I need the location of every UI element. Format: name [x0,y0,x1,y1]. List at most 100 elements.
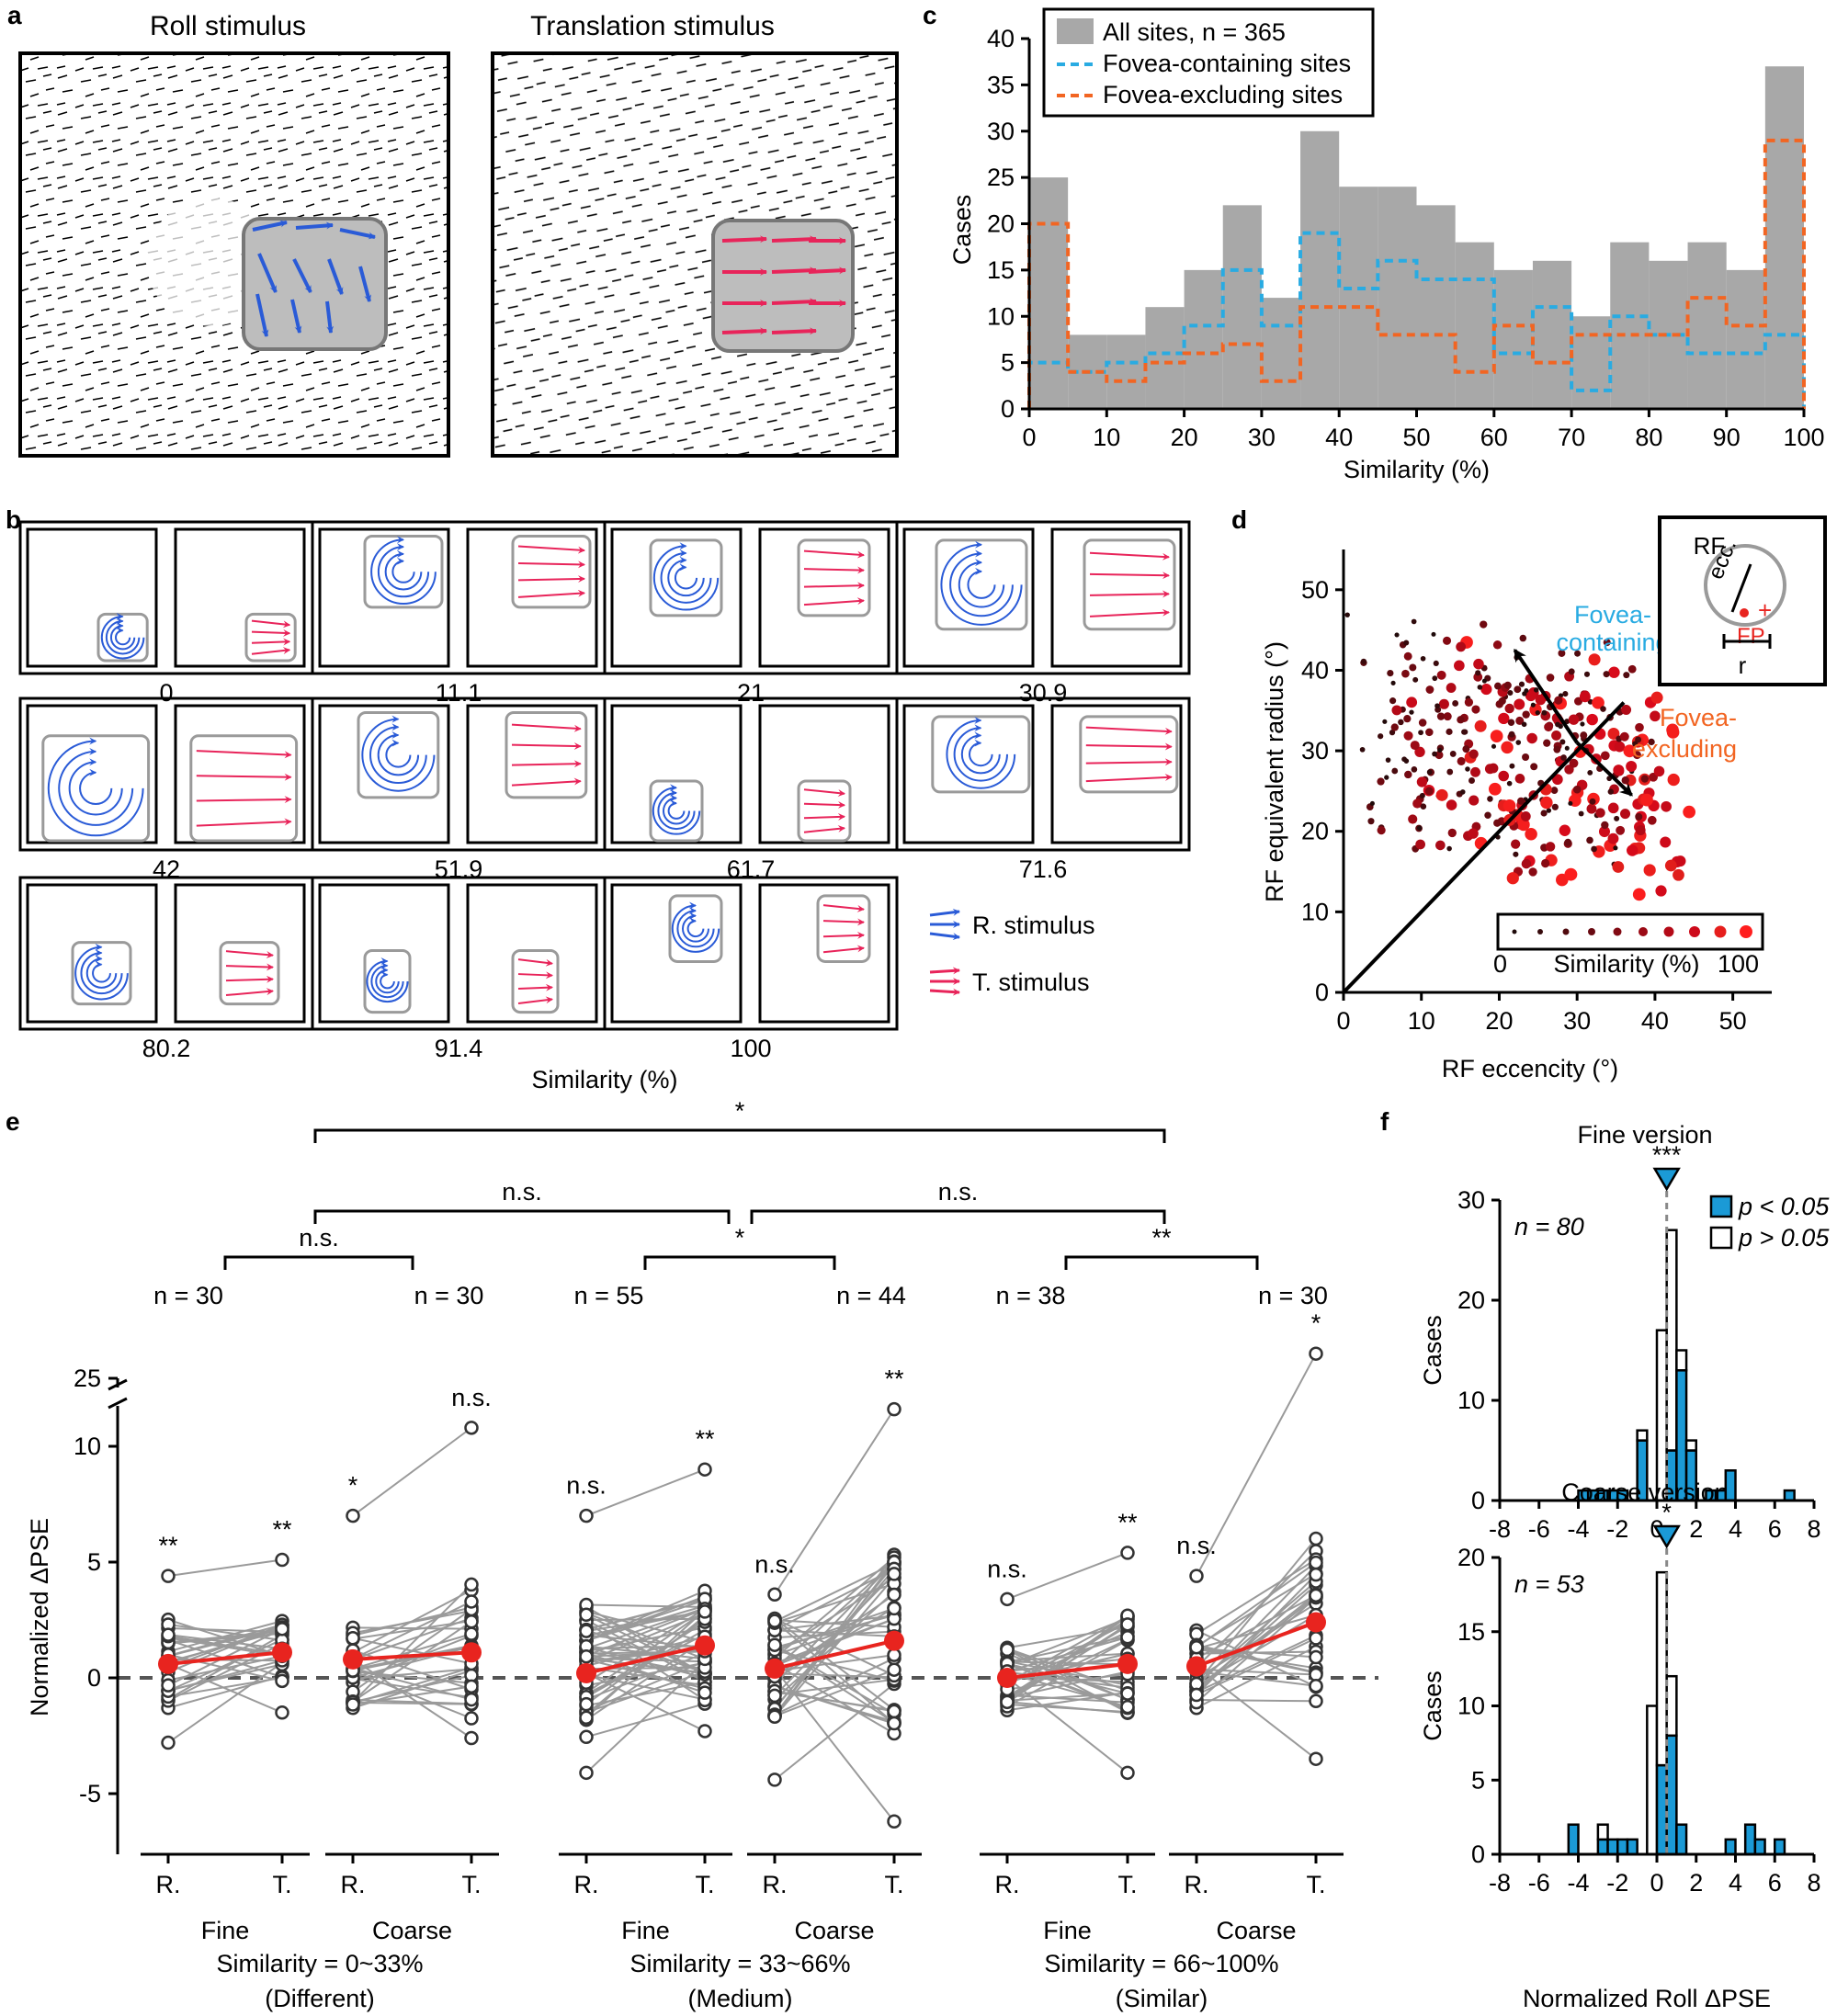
translation-mean-point [1117,1653,1138,1674]
translation-site-point [1120,1699,1135,1715]
median-significance-label: *** [1652,1141,1682,1169]
translation-site-point [464,1692,479,1707]
rf-site-point [1436,712,1446,720]
paired-site-line [1196,1580,1317,1685]
rf-site-point [1468,795,1480,806]
translation-flow-arrow [822,918,865,926]
paired-site-line [167,1630,283,1644]
stimulus-pair-frame [895,697,1191,852]
rf-site-point [1473,672,1483,682]
roll-flow-arrow [85,955,118,989]
rf-site-point [1506,780,1513,787]
translation-mean-point [1306,1612,1326,1633]
e-y-axis-label: Normalized ΔPSE [26,1518,53,1716]
mean-line [167,1650,283,1666]
rf-site-point [1387,669,1394,677]
f-x-tick-label: -2 [1606,1869,1628,1897]
t-stimulus-legend-icon [929,967,960,996]
rf-site-point [1404,770,1412,779]
d-y-tick-label: 20 [1301,818,1329,845]
translation-site-point [887,1587,901,1603]
similarity-group-tag: (Different) [265,1985,375,2012]
significance-bracket [1064,1255,1259,1270]
f-x-tick-label: -6 [1528,1515,1550,1543]
rf-site-point [1674,855,1686,867]
roll-site-point [579,1508,594,1523]
rf-site-point [1492,640,1502,650]
f-y-tick-label: 30 [1457,1186,1485,1214]
translation-rf-patch [711,219,855,353]
all-sites-bar [1571,316,1611,409]
translation-rf-outline [797,779,852,843]
rf-site-point [1666,723,1679,737]
rf-site-point [1595,808,1605,818]
rf-site-point [1457,716,1465,724]
roll-site-point [161,1627,176,1642]
median-triangle-marker [1652,1524,1681,1549]
roll-site-point [1000,1642,1015,1658]
fovea-containing-label: containing [1556,629,1669,656]
rf-site-point [1592,697,1605,709]
all-sites-bar [1532,260,1572,409]
rf-site-point [1367,818,1375,825]
e-y-tick-label: 5 [87,1548,101,1576]
paired-site-line [352,1646,472,1672]
e-y-break-label: 25 [74,1365,101,1392]
rf-site-point [1446,683,1457,693]
rf-site-point [1377,777,1385,786]
paired-site-line [585,1610,706,1633]
similarity-legend-dot [1639,927,1648,936]
roll-site-point [1000,1694,1015,1710]
roll-flow-arrow [652,542,720,611]
rf-inset: RF ecc. + FP r [1658,515,1827,686]
c-y-tick-label: 0 [1001,395,1015,423]
rf-site-point [1650,691,1663,704]
roll-site-point [161,1735,176,1750]
translation-site-point [887,1814,901,1829]
similarity-group-label: Similarity = 33~66% [629,1950,850,1977]
translation-site-point [1309,1531,1323,1546]
significant-bar [1626,1838,1639,1856]
similarity-legend-dot [1740,925,1752,938]
rf-site-point [1580,721,1585,727]
rf-site-point [1418,719,1427,727]
similarity-group-tag: (Medium) [687,1985,792,2012]
paired-site-line [1006,1691,1128,1712]
roll-site-point [767,1688,782,1704]
roll-site-point [767,1637,782,1652]
paired-site-line [585,1660,706,1712]
rf-site-point [1468,828,1479,839]
group-n-label: n = 38 [996,1282,1066,1309]
translation-flow-arrow [196,818,292,827]
rf-site-point [1401,669,1410,678]
significant-bar [1606,1838,1619,1856]
translation-rf-outline [797,538,871,617]
significance-bracket [313,1128,1166,1143]
rf-site-point [1378,733,1384,740]
e-x-tick-label: R. [1185,1871,1209,1898]
roll-flow-arrow [969,739,993,767]
f-x-tick-label: -6 [1528,1869,1550,1897]
rf-site-point [1507,689,1514,697]
roll-site-point [161,1678,176,1693]
roll-rf-outline [649,538,723,617]
all-sites-bar [1493,269,1533,409]
translation-site-point [464,1626,479,1641]
paired-site-line [585,1671,706,1714]
translation-site-point [1309,1346,1323,1361]
rf-site-point [1434,703,1440,709]
stimulus-pairs-grid: 0 11.1 21 30.942 51.9 61.7 71.680.2 91.4 100 [18,520,1191,1062]
roll-flow-arrow [100,612,145,660]
paired-site-line [1006,1551,1128,1601]
all-sites-bar [1455,242,1494,409]
roll-significance-label: n.s. [987,1555,1027,1582]
paired-site-line [1006,1639,1128,1707]
rf-site-point [1541,858,1550,868]
translation-flow-arrow [803,549,865,559]
roll-site-point [346,1697,360,1712]
roll-flow-arrow [58,747,134,826]
c-x-tick-label: 50 [1402,424,1430,451]
rf-site-point [1420,655,1426,662]
paired-site-line [585,1672,706,1732]
translation-flow-arrow [251,647,291,655]
